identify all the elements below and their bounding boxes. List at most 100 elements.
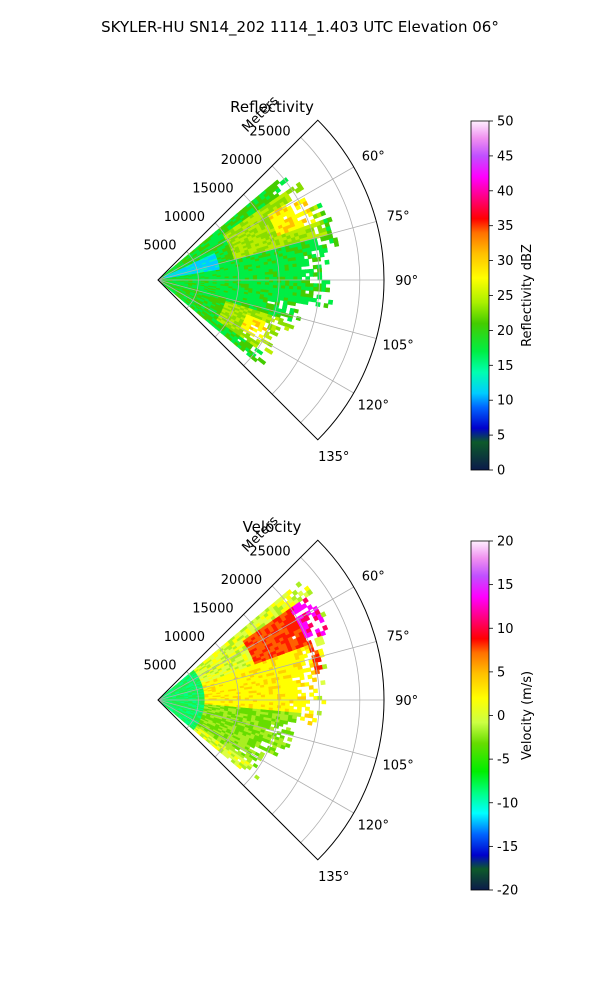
radar-cell — [301, 696, 306, 701]
radar-cell — [258, 333, 264, 339]
radar-cell — [296, 682, 302, 688]
angle-tick-label: 135° — [318, 450, 349, 465]
radar-cell — [281, 699, 286, 704]
radar-cell — [289, 279, 294, 284]
radar-cell — [313, 283, 319, 288]
radar-cell — [316, 657, 322, 663]
radar-cell — [321, 699, 327, 705]
radar-cell — [289, 273, 294, 278]
radar-cell — [287, 737, 293, 742]
radar-cell — [302, 597, 309, 604]
radar-cell — [316, 202, 323, 209]
radar-cell — [261, 326, 268, 332]
radar-cell — [322, 624, 329, 631]
radar-cell — [293, 702, 298, 707]
radar-cell — [268, 694, 274, 698]
radar-cell — [297, 590, 305, 598]
radar-cell — [317, 695, 323, 701]
radar-cell — [293, 273, 298, 278]
radar-cell — [285, 696, 290, 701]
radar-cell — [289, 696, 294, 701]
colorbar-label: Reflectivity dBZ — [520, 244, 535, 347]
radial-tick-label: 15000 — [192, 181, 233, 196]
radar-cell — [325, 279, 331, 285]
reflectivity-polar-grid — [157, 119, 385, 441]
radial-tick-label: 20000 — [221, 153, 262, 168]
radar-cell — [274, 187, 282, 194]
radar-cell — [291, 718, 297, 723]
radar-cell — [317, 275, 323, 281]
velocity-polar-grid — [157, 539, 385, 861]
radar-cell — [309, 272, 315, 277]
radar-cell — [302, 200, 309, 207]
radar-cell — [292, 269, 298, 275]
radar-cell — [322, 247, 328, 254]
radar-cell — [296, 689, 302, 694]
colorbar-scale — [470, 120, 490, 471]
radar-cell — [312, 264, 318, 270]
radar-cell — [311, 257, 318, 263]
reflectivity-panel: Reflectivity 500010000150002000025000Met… — [143, 93, 535, 478]
radar-cell — [269, 279, 274, 284]
colorbar-tick-label: -5 — [497, 753, 510, 768]
radar-cell — [305, 283, 311, 288]
radar-cell — [287, 317, 293, 322]
radar-cell — [285, 743, 291, 749]
radar-cell — [313, 695, 319, 701]
radar-cell — [311, 677, 318, 683]
radar-cell — [289, 276, 294, 281]
radar-cell — [300, 269, 306, 274]
radar-cell — [253, 774, 260, 781]
colorbar-tick-label: 5 — [497, 665, 505, 680]
radar-cell — [297, 699, 303, 704]
colorbar-tick-label: 50 — [497, 115, 514, 130]
radar-cell — [297, 696, 303, 701]
radar-cell — [269, 276, 274, 281]
radar-cell — [296, 269, 302, 274]
colorbar-tick-label: 15 — [497, 578, 514, 593]
radar-cell — [297, 276, 303, 281]
radar-cell — [304, 682, 310, 687]
colorbar-tick-label: -20 — [497, 884, 518, 899]
radar-cell — [308, 685, 314, 690]
radar-cell — [301, 702, 307, 708]
radial-tick-label: 5000 — [143, 238, 176, 253]
radar-cell — [304, 262, 310, 267]
radar-cell — [285, 693, 290, 698]
radar-cell — [311, 717, 318, 723]
radar-cell — [327, 299, 334, 305]
radar-cell — [306, 604, 314, 611]
radar-cell — [301, 692, 307, 698]
angle-tick-label: 105° — [382, 758, 413, 773]
radar-cell — [307, 297, 314, 303]
radar-cell — [285, 273, 290, 278]
radar-cell — [309, 283, 315, 288]
radar-cell — [309, 268, 314, 274]
radar-cell — [307, 720, 313, 726]
radar-cell — [300, 262, 306, 267]
radar-cell — [288, 324, 295, 330]
radar-cell — [285, 279, 290, 284]
radar-cell — [286, 196, 293, 204]
radar-cell — [304, 713, 310, 718]
radar-cell — [272, 751, 279, 757]
radar-cell — [293, 282, 298, 287]
angle-tick-label: 60° — [362, 570, 385, 585]
angle-tick-label: 90° — [395, 694, 418, 709]
radar-cell — [281, 696, 286, 701]
radar-cell — [313, 272, 319, 277]
radar-cell — [291, 589, 299, 597]
colorbar-tick-label: -15 — [497, 840, 518, 855]
radar-cell — [297, 282, 302, 288]
colorbar-tick-label: 15 — [497, 359, 514, 374]
colorbar-tick-label: 10 — [497, 394, 514, 409]
radar-cell — [260, 694, 266, 698]
angle-tick-label: 120° — [358, 818, 389, 833]
radar-cell — [300, 289, 306, 295]
radar-cell — [293, 693, 298, 698]
radar-cell — [304, 286, 310, 291]
radar-cell — [293, 279, 298, 284]
radar-cell — [282, 177, 289, 184]
radar-cell — [264, 274, 270, 278]
colorbar-tick-label: -10 — [497, 796, 518, 811]
